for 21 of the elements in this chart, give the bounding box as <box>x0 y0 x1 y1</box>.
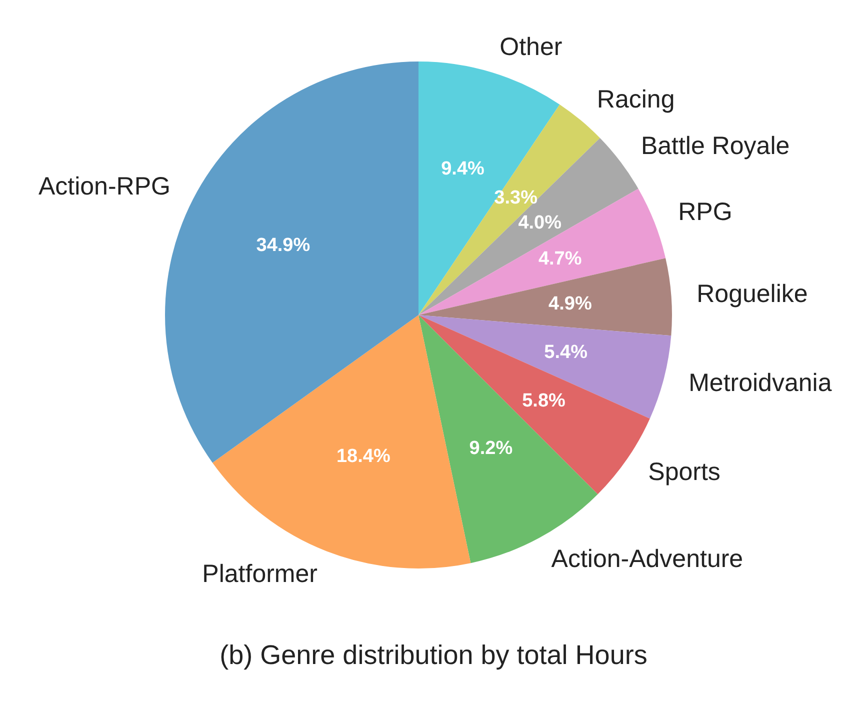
data-label: 4.0% <box>518 212 562 234</box>
slice-label: RPG <box>678 198 732 226</box>
data-label: 18.4% <box>336 446 390 467</box>
slice-label: Roguelike <box>696 280 808 308</box>
data-label: 3.3% <box>494 187 538 208</box>
slice-label: Action-RPG <box>38 172 170 201</box>
data-label: 5.4% <box>544 342 588 364</box>
slice-label: Action-Adventure <box>551 545 744 574</box>
data-label: 9.2% <box>469 438 513 459</box>
data-label: 4.7% <box>538 248 582 270</box>
data-label: 34.9% <box>256 234 310 256</box>
data-label: 4.9% <box>548 293 592 314</box>
slice-label: Metroidvania <box>688 369 832 398</box>
slice-label: Battle Royale <box>640 132 790 160</box>
text: (b) Genre distribution by total Hours <box>218 640 648 671</box>
data-label: 5.8% <box>522 390 566 412</box>
slice-label: Sports <box>648 458 720 486</box>
slice-label: Other <box>500 33 562 62</box>
slice-label: Platformer <box>202 560 318 588</box>
data-label: 9.4% <box>441 158 485 180</box>
slice-label: Racing <box>596 86 675 114</box>
